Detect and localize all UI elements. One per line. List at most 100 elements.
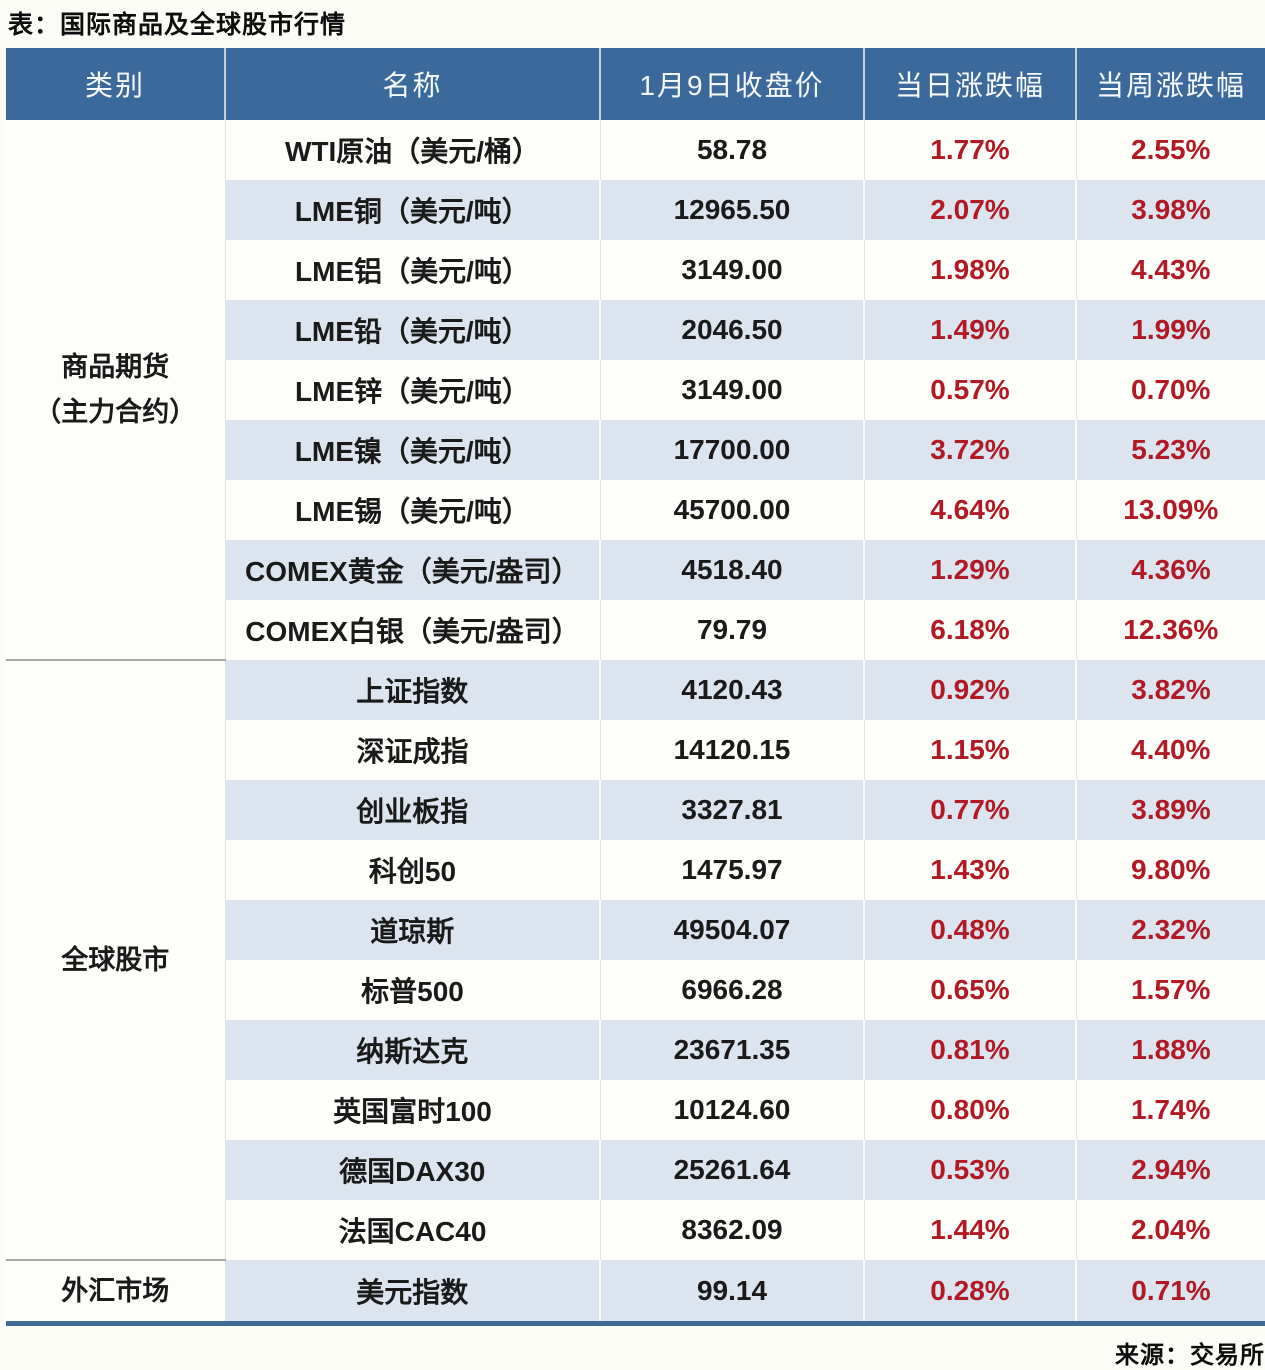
day-change: 2.07% bbox=[864, 180, 1077, 240]
day-change: 1.98% bbox=[864, 240, 1077, 300]
category-cell-global-stocks: 全球股市 bbox=[6, 660, 226, 1261]
instrument-name: COMEX黄金（美元/盎司） bbox=[225, 540, 601, 600]
close-price: 10124.60 bbox=[600, 1080, 865, 1140]
day-change: 0.57% bbox=[864, 360, 1077, 420]
col-header-close-price: 1月9日收盘价 bbox=[600, 48, 865, 120]
day-change: 0.53% bbox=[864, 1140, 1077, 1200]
instrument-name: 英国富时100 bbox=[225, 1080, 601, 1140]
category-cell-forex: 外汇市场 bbox=[6, 1260, 226, 1324]
col-header-week-change: 当周涨跌幅 bbox=[1076, 48, 1265, 120]
day-change: 0.65% bbox=[864, 960, 1077, 1020]
day-change: 1.49% bbox=[864, 300, 1077, 360]
close-price: 58.78 bbox=[600, 120, 865, 180]
week-change: 2.94% bbox=[1076, 1140, 1265, 1200]
instrument-name: LME镍（美元/吨） bbox=[225, 420, 601, 480]
day-change: 0.92% bbox=[864, 660, 1077, 720]
close-price: 4120.43 bbox=[600, 660, 865, 720]
week-change: 1.99% bbox=[1076, 300, 1265, 360]
close-price: 79.79 bbox=[600, 600, 865, 660]
close-price: 6966.28 bbox=[600, 960, 865, 1020]
table-row: 外汇市场 美元指数 99.14 0.28% 0.71% bbox=[6, 1260, 1265, 1324]
table-row: COMEX黄金（美元/盎司） 4518.40 1.29% 4.36% bbox=[6, 540, 1265, 600]
week-change: 9.80% bbox=[1076, 840, 1265, 900]
day-change: 0.81% bbox=[864, 1020, 1077, 1080]
instrument-name: 法国CAC40 bbox=[225, 1200, 601, 1260]
week-change: 4.36% bbox=[1076, 540, 1265, 600]
table-header: 类别 名称 1月9日收盘价 当日涨跌幅 当周涨跌幅 bbox=[6, 48, 1265, 120]
day-change: 1.43% bbox=[864, 840, 1077, 900]
day-change: 3.72% bbox=[864, 420, 1077, 480]
table-row: 纳斯达克 23671.35 0.81% 1.88% bbox=[6, 1020, 1265, 1080]
table-row: LME锌（美元/吨） 3149.00 0.57% 0.70% bbox=[6, 360, 1265, 420]
table-row: LME铝（美元/吨） 3149.00 1.98% 4.43% bbox=[6, 240, 1265, 300]
instrument-name: 道琼斯 bbox=[225, 900, 601, 960]
close-price: 3149.00 bbox=[600, 240, 865, 300]
table-row: 法国CAC40 8362.09 1.44% 2.04% bbox=[6, 1200, 1265, 1260]
col-header-name: 名称 bbox=[225, 48, 601, 120]
week-change: 2.04% bbox=[1076, 1200, 1265, 1260]
table-row: 创业板指 3327.81 0.77% 3.89% bbox=[6, 780, 1265, 840]
header-row: 类别 名称 1月9日收盘价 当日涨跌幅 当周涨跌幅 bbox=[6, 48, 1265, 120]
instrument-name: COMEX白银（美元/盎司） bbox=[225, 600, 601, 660]
close-price: 12965.50 bbox=[600, 180, 865, 240]
close-price: 17700.00 bbox=[600, 420, 865, 480]
week-change: 0.70% bbox=[1076, 360, 1265, 420]
instrument-name: LME铜（美元/吨） bbox=[225, 180, 601, 240]
day-change: 0.28% bbox=[864, 1260, 1077, 1324]
day-change: 0.77% bbox=[864, 780, 1077, 840]
table-row: COMEX白银（美元/盎司） 79.79 6.18% 12.36% bbox=[6, 600, 1265, 660]
table-row: 商品期货 （主力合约） WTI原油（美元/桶） 58.78 1.77% 2.55… bbox=[6, 120, 1265, 661]
week-change: 5.23% bbox=[1076, 420, 1265, 480]
instrument-name: 标普500 bbox=[225, 960, 601, 1020]
table-row: 科创50 1475.97 1.43% 9.80% bbox=[6, 840, 1265, 900]
day-change: 4.64% bbox=[864, 480, 1077, 540]
close-price: 25261.64 bbox=[600, 1140, 865, 1200]
close-price: 45700.00 bbox=[600, 480, 865, 540]
day-change: 0.48% bbox=[864, 900, 1077, 960]
col-header-category: 类别 bbox=[6, 48, 226, 120]
table-row: LME铅（美元/吨） 2046.50 1.49% 1.99% bbox=[6, 300, 1265, 360]
week-change: 1.74% bbox=[1076, 1080, 1265, 1140]
table-row: 全球股市 上证指数 4120.43 0.92% 3.82% bbox=[6, 660, 1265, 1261]
close-price: 14120.15 bbox=[600, 720, 865, 780]
table-row: LME锡（美元/吨） 45700.00 4.64% 13.09% bbox=[6, 480, 1265, 540]
instrument-name: 深证成指 bbox=[225, 720, 601, 780]
week-change: 4.43% bbox=[1076, 240, 1265, 300]
week-change: 13.09% bbox=[1076, 480, 1265, 540]
close-price: 3327.81 bbox=[600, 780, 865, 840]
instrument-name: 上证指数 bbox=[225, 660, 601, 720]
week-change: 3.98% bbox=[1076, 180, 1265, 240]
table-body: 商品期货 （主力合约） WTI原油（美元/桶） 58.78 1.77% 2.55… bbox=[6, 120, 1265, 1324]
instrument-name: WTI原油（美元/桶） bbox=[225, 120, 601, 180]
week-change: 3.82% bbox=[1076, 660, 1265, 720]
week-change: 4.40% bbox=[1076, 720, 1265, 780]
day-change: 1.77% bbox=[864, 120, 1077, 180]
week-change: 0.71% bbox=[1076, 1260, 1265, 1324]
table-row: 深证成指 14120.15 1.15% 4.40% bbox=[6, 720, 1265, 780]
instrument-name: 创业板指 bbox=[225, 780, 601, 840]
table-row: 德国DAX30 25261.64 0.53% 2.94% bbox=[6, 1140, 1265, 1200]
table-row: LME铜（美元/吨） 12965.50 2.07% 3.98% bbox=[6, 180, 1265, 240]
category-cell-commodities: 商品期货 （主力合约） bbox=[6, 120, 226, 661]
market-table: 类别 名称 1月9日收盘价 当日涨跌幅 当周涨跌幅 商品期货 （主力合约） WT… bbox=[6, 48, 1265, 1326]
close-price: 23671.35 bbox=[600, 1020, 865, 1080]
table-row: LME镍（美元/吨） 17700.00 3.72% 5.23% bbox=[6, 420, 1265, 480]
instrument-name: LME铅（美元/吨） bbox=[225, 300, 601, 360]
close-price: 4518.40 bbox=[600, 540, 865, 600]
table-row: 英国富时100 10124.60 0.80% 1.74% bbox=[6, 1080, 1265, 1140]
day-change: 1.29% bbox=[864, 540, 1077, 600]
day-change: 0.80% bbox=[864, 1080, 1077, 1140]
close-price: 49504.07 bbox=[600, 900, 865, 960]
close-price: 2046.50 bbox=[600, 300, 865, 360]
instrument-name: LME锌（美元/吨） bbox=[225, 360, 601, 420]
day-change: 6.18% bbox=[864, 600, 1077, 660]
week-change: 2.55% bbox=[1076, 120, 1265, 180]
table-row: 道琼斯 49504.07 0.48% 2.32% bbox=[6, 900, 1265, 960]
col-header-day-change: 当日涨跌幅 bbox=[864, 48, 1077, 120]
week-change: 3.89% bbox=[1076, 780, 1265, 840]
close-price: 1475.97 bbox=[600, 840, 865, 900]
table-row: 标普500 6966.28 0.65% 1.57% bbox=[6, 960, 1265, 1020]
instrument-name: LME锡（美元/吨） bbox=[225, 480, 601, 540]
close-price: 99.14 bbox=[600, 1260, 865, 1324]
